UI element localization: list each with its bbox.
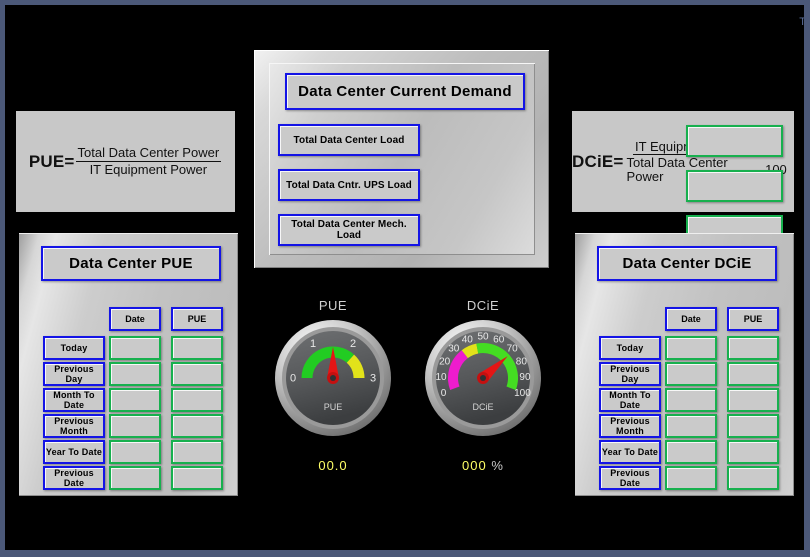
- pue-row-date-today[interactable]: [109, 336, 161, 360]
- dcie-row-value-previous-date[interactable]: [727, 466, 779, 490]
- pue-row-date-previous-day[interactable]: [109, 362, 161, 386]
- dcie-column-date: Date: [665, 307, 717, 331]
- pue-row-label-previous-date[interactable]: Previous Date: [43, 466, 105, 490]
- svg-text:DCiE: DCiE: [472, 402, 493, 412]
- dcie-gauge-readout-unit: %: [491, 458, 504, 473]
- dcie-row-date-month-to-date[interactable]: [665, 388, 717, 412]
- dcie-row-label-previous-day[interactable]: Previous Day: [599, 362, 661, 386]
- pue-row-label-previous-day[interactable]: Previous Day: [43, 362, 105, 386]
- pue-gauge-readout-value: 00.0: [318, 458, 348, 473]
- pue-row-date-previous-month[interactable]: [109, 414, 161, 438]
- dcie-panel-title: Data Center DCiE: [597, 246, 777, 281]
- pue-formula: PUE= Total Data Center Power IT Equipmen…: [16, 111, 235, 212]
- pue-row-value-today[interactable]: [171, 336, 223, 360]
- pue-row-label-year-to-date[interactable]: Year To Date: [43, 440, 105, 464]
- dcie-row-label-previous-date[interactable]: Previous Date: [599, 466, 661, 490]
- dcie-row-date-year-to-date[interactable]: [665, 440, 717, 464]
- dcie-row-label-today[interactable]: Today: [599, 336, 661, 360]
- dcie-row-value-today[interactable]: [727, 336, 779, 360]
- dcie-row-date-previous-date[interactable]: [665, 466, 717, 490]
- pue-row-date-previous-date[interactable]: [109, 466, 161, 490]
- pue-formula-panel: PUE= Total Data Center Power IT Equipmen…: [16, 111, 235, 212]
- dcie-column-value: PUE: [727, 307, 779, 331]
- pue-row-date-year-to-date[interactable]: [109, 440, 161, 464]
- svg-text:10: 10: [435, 372, 447, 383]
- pue-row-value-month-to-date[interactable]: [171, 388, 223, 412]
- current-demand-panel: Data Center Current Demand Total Data Ce…: [254, 50, 783, 268]
- svg-text:3: 3: [370, 373, 376, 385]
- svg-text:20: 20: [439, 356, 451, 367]
- dcie-gauge-readout-value: 000: [462, 458, 487, 473]
- total-data-center-load-label[interactable]: Total Data Center Load: [278, 124, 420, 156]
- pue-gauge: 0 1 2 3 PUE: [273, 318, 393, 438]
- total-ups-load-label[interactable]: Total Data Cntr. UPS Load: [278, 169, 420, 201]
- dcie-gauge: 0 10 20 30 40 50 60 70 80 90 100 DCiE: [423, 318, 543, 438]
- pue-row-value-previous-day[interactable]: [171, 362, 223, 386]
- svg-text:100: 100: [514, 388, 531, 399]
- dcie-gauge-readout: 000 %: [423, 458, 543, 473]
- dcie-row-value-month-to-date[interactable]: [727, 388, 779, 412]
- svg-text:1: 1: [310, 338, 316, 350]
- pue-formula-denominator: IT Equipment Power: [89, 162, 208, 177]
- pue-row-date-month-to-date[interactable]: [109, 388, 161, 412]
- dcie-row-label-year-to-date[interactable]: Year To Date: [599, 440, 661, 464]
- svg-text:0: 0: [290, 373, 296, 385]
- svg-text:2: 2: [350, 338, 356, 350]
- svg-text:40: 40: [462, 335, 474, 346]
- total-mech-load-label[interactable]: Total Data Center Mech. Load: [278, 214, 420, 246]
- pue-panel-title: Data Center PUE: [41, 246, 221, 281]
- pue-formula-name: PUE=: [28, 151, 75, 171]
- hmi-canvas: T PUE= Total Data Center Power IT Equipm…: [5, 5, 804, 550]
- pue-gauge-readout: 00.0: [273, 458, 393, 473]
- pue-row-value-year-to-date[interactable]: [171, 440, 223, 464]
- svg-text:70: 70: [507, 343, 519, 354]
- corner-text: T: [799, 16, 804, 28]
- dcie-formula-name: DCiE=: [572, 151, 624, 171]
- pue-column-date: Date: [109, 307, 161, 331]
- svg-text:90: 90: [519, 372, 531, 383]
- dcie-row-value-previous-month[interactable]: [727, 414, 779, 438]
- dcie-row-value-year-to-date[interactable]: [727, 440, 779, 464]
- pue-row-label-today[interactable]: Today: [43, 336, 105, 360]
- svg-text:50: 50: [477, 332, 489, 343]
- pue-column-value: PUE: [171, 307, 223, 331]
- dcie-row-date-previous-day[interactable]: [665, 362, 717, 386]
- pue-formula-numerator: Total Data Center Power: [75, 145, 222, 162]
- dcie-row-value-previous-day[interactable]: [727, 362, 779, 386]
- svg-text:80: 80: [516, 356, 528, 367]
- pue-row-label-month-to-date[interactable]: Month To Date: [43, 388, 105, 412]
- pue-row-value-previous-month[interactable]: [171, 414, 223, 438]
- total-data-center-load-value[interactable]: [686, 125, 783, 157]
- dcie-row-label-previous-month[interactable]: Previous Month: [599, 414, 661, 438]
- dcie-gauge-caption: DCiE: [466, 298, 500, 313]
- dcie-formula-denominator: Total Data Center Power: [626, 155, 728, 184]
- pue-row-value-previous-date[interactable]: [171, 466, 223, 490]
- data-center-pue-panel: Data Center PUE Date PUE Today Previous …: [19, 233, 238, 496]
- data-center-dcie-panel: Data Center DCiE Date PUE Today Previous…: [575, 233, 794, 496]
- dcie-row-date-previous-month[interactable]: [665, 414, 717, 438]
- svg-text:PUE: PUE: [324, 402, 343, 412]
- svg-text:0: 0: [441, 388, 447, 399]
- pue-row-label-previous-month[interactable]: Previous Month: [43, 414, 105, 438]
- svg-text:30: 30: [448, 343, 460, 354]
- dcie-row-label-month-to-date[interactable]: Month To Date: [599, 388, 661, 412]
- svg-text:60: 60: [493, 335, 505, 346]
- dcie-row-date-today[interactable]: [665, 336, 717, 360]
- current-demand-title: Data Center Current Demand: [285, 73, 525, 110]
- pue-formula-fraction: Total Data Center Power IT Equipment Pow…: [75, 145, 222, 177]
- pue-gauge-caption: PUE: [318, 298, 348, 313]
- total-ups-load-value[interactable]: [686, 170, 783, 202]
